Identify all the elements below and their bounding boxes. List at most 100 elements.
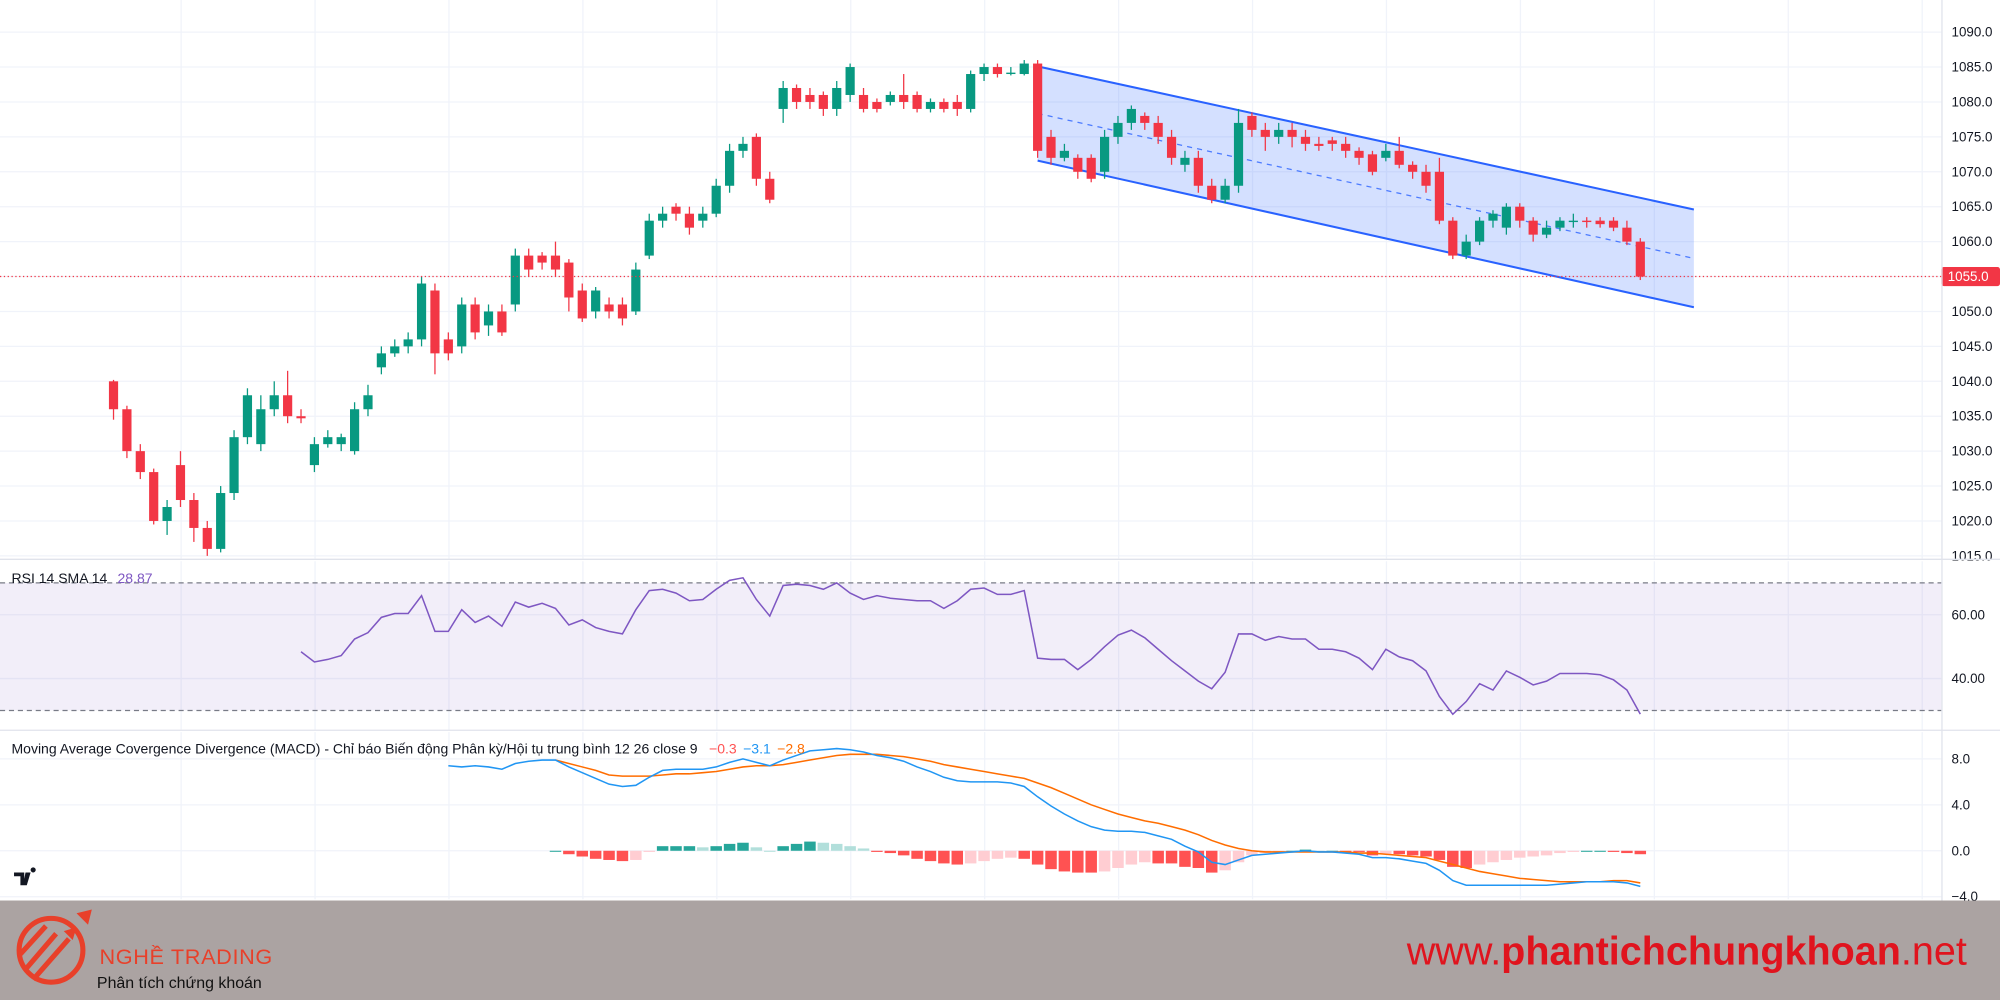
brand-tagline: Phân tích chứng khoán [97,975,262,992]
channel-fill [1037,66,1694,308]
candle-body [269,395,279,410]
candle-body [376,353,386,368]
logo-arrowheads [63,909,92,941]
logo-ring [16,915,86,985]
y-tick-label: 1065.0 [1952,199,1993,214]
plot-area: 1015.0 1020.0 1025.0 1030.0 1035.0 1040.0 1045… [0,0,2000,904]
candle-body [1314,143,1324,146]
candle-body [577,290,587,319]
candle-body [122,409,132,452]
candle-body [1608,220,1619,228]
histogram-bar [1045,850,1057,870]
histogram-bar [1112,850,1124,868]
histogram-bar [1152,850,1164,864]
histogram-bar [804,841,816,851]
candle-body [658,213,668,221]
y-tick-label: 1080.0 [1952,94,1993,109]
candle-body [283,395,293,417]
macd-legend-value: −0.3 [709,741,737,757]
histogram-bar [737,842,749,851]
histogram-bar [750,847,763,851]
candle-body [135,451,145,473]
histogram-bar [1420,850,1432,857]
candle-body [1006,72,1016,75]
candle-body [1582,220,1592,223]
rsi-band [0,582,1942,711]
tv-logo[interactable] [11,863,43,895]
candle-body [1367,154,1378,172]
candle-body [1300,136,1311,144]
candle-body [1568,220,1578,223]
y-tick-label: 1075.0 [1952,129,1993,144]
candle-body [1086,157,1096,179]
candle-body [1126,108,1136,123]
candle-body [1046,136,1056,158]
y-tick-label: −4.0 [1952,889,1978,904]
macd-line [448,747,1641,888]
histogram-bar [764,850,776,852]
histogram-bar [817,842,830,851]
histogram-bar [924,850,937,862]
candle-body [885,94,895,102]
histogram-bar [1219,850,1231,871]
candle-body [1381,150,1391,158]
candle-body [175,465,186,501]
histogram-bar [1125,850,1138,865]
histogram-bar [1594,850,1606,852]
histogram-bar [1031,850,1044,865]
candle-body [765,178,775,200]
candle-body [899,94,909,102]
y-tick-label: 1035.0 [1952,409,1993,424]
candle-body [1488,213,1498,221]
macd-legend-value: −3.1 [743,741,771,757]
candle-body [1153,122,1163,137]
channel-lower [1037,159,1695,309]
candle-body [162,506,172,521]
candle-body [242,395,253,438]
candle-body [845,67,855,95]
histogram-bar [563,850,575,855]
histogram-bar [951,850,964,865]
histogram-bar [1634,850,1647,855]
candle-body [711,185,721,214]
candle-body [256,409,266,445]
histogram-bar [1527,850,1539,857]
histogram-bar [1393,850,1405,855]
candle-body [1515,206,1525,221]
candle-body [416,283,427,340]
rsi-legend-title: RSI 14 SMA 14 [11,570,107,586]
candle-body [939,101,949,109]
candle-body [1180,157,1190,165]
histogram-bar [589,850,602,859]
candle-body [591,290,601,312]
url-domain: phantichchungkhoan [1501,930,1901,974]
candle-body [1287,129,1297,137]
histogram-bar [643,850,655,852]
histogram-bar [1621,850,1633,854]
candle-body [202,527,212,549]
histogram-bar [844,846,856,851]
candle-body [1327,140,1337,144]
candle-body [1408,164,1418,172]
candle-body [818,94,828,109]
histogram-bar [777,846,789,851]
histogram-bar [897,850,910,856]
histogram-bar [1072,850,1084,873]
macd-legend: Moving Average Covergence Divergence (MA… [11,741,805,757]
candle-body [1207,185,1217,200]
tv-logo-mark [14,867,36,886]
histogram-bar [991,850,1004,859]
candle-body [350,409,360,452]
histogram-bar [830,843,843,851]
histogram-bar [1353,850,1365,852]
histogram-bar [790,843,803,851]
histogram-bar [857,848,870,851]
candle-body [457,304,467,347]
url-suffix: .net [1901,930,1967,974]
candle-body [778,87,788,109]
candle-body [872,101,882,109]
candle-body [992,67,1003,75]
histogram-bar [1500,850,1513,860]
